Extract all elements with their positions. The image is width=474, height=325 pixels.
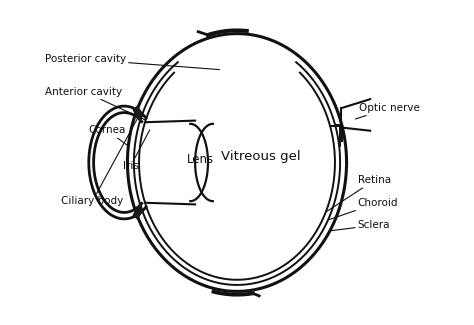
Text: Vitreous gel: Vitreous gel: [221, 150, 301, 162]
Text: Retina: Retina: [327, 175, 391, 211]
Text: Optic nerve: Optic nerve: [356, 103, 420, 119]
Text: Posterior cavity: Posterior cavity: [45, 54, 219, 70]
Polygon shape: [133, 203, 142, 219]
Text: Sclera: Sclera: [331, 220, 390, 231]
Polygon shape: [133, 106, 142, 122]
Text: Choroid: Choroid: [329, 198, 398, 219]
Text: Cornea: Cornea: [89, 125, 128, 146]
Text: Ciliary body: Ciliary body: [61, 120, 137, 206]
Text: Iris: Iris: [123, 130, 150, 171]
Text: Anterior cavity: Anterior cavity: [46, 86, 146, 120]
Text: Lens: Lens: [186, 153, 213, 166]
